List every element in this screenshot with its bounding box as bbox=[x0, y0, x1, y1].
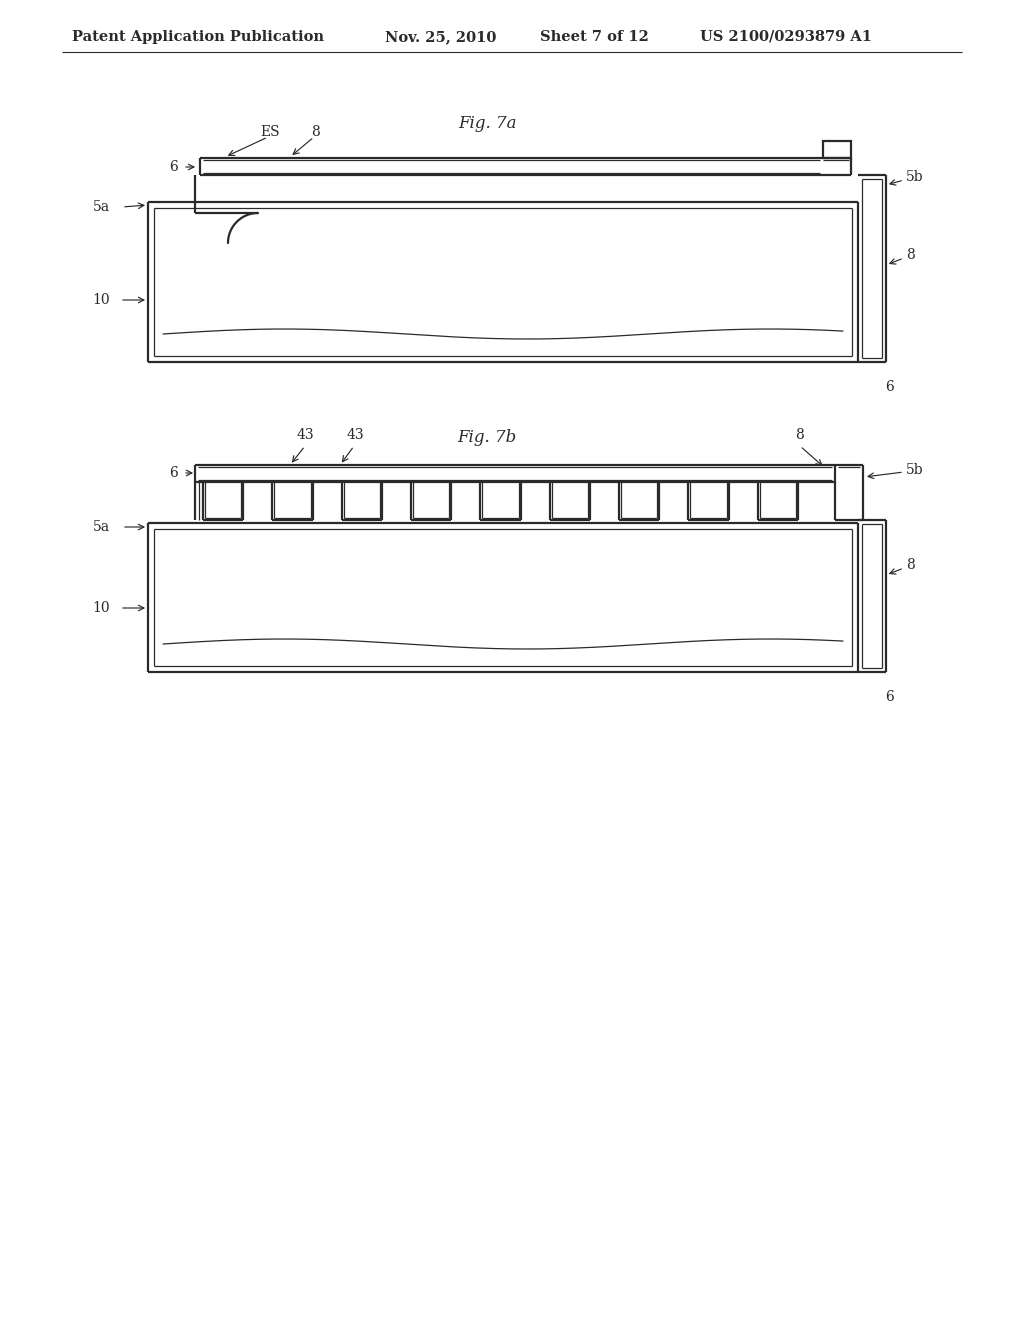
Text: 8: 8 bbox=[310, 125, 319, 139]
Bar bbox=[823, 141, 851, 158]
Text: 6: 6 bbox=[886, 380, 894, 393]
Text: 6: 6 bbox=[169, 466, 178, 480]
Text: ES: ES bbox=[260, 125, 280, 139]
Text: Patent Application Publication: Patent Application Publication bbox=[72, 30, 324, 44]
Text: 10: 10 bbox=[92, 601, 110, 615]
Text: Sheet 7 of 12: Sheet 7 of 12 bbox=[540, 30, 649, 44]
Text: 10: 10 bbox=[92, 293, 110, 308]
Text: 5a: 5a bbox=[93, 201, 110, 214]
Text: 43: 43 bbox=[346, 428, 364, 442]
Text: Fig. 7a: Fig. 7a bbox=[458, 115, 516, 132]
Text: 5b: 5b bbox=[906, 170, 924, 183]
Text: US 2100/0293879 A1: US 2100/0293879 A1 bbox=[700, 30, 872, 44]
Text: 8: 8 bbox=[906, 248, 914, 261]
Text: 6: 6 bbox=[886, 690, 894, 704]
Text: 5a: 5a bbox=[93, 520, 110, 535]
Text: 8: 8 bbox=[906, 558, 914, 572]
Text: 8: 8 bbox=[796, 428, 805, 442]
Text: Fig. 7b: Fig. 7b bbox=[458, 429, 517, 446]
Text: 5b: 5b bbox=[906, 463, 924, 477]
Text: 6: 6 bbox=[169, 160, 178, 174]
Text: Nov. 25, 2010: Nov. 25, 2010 bbox=[385, 30, 497, 44]
Text: 43: 43 bbox=[296, 428, 313, 442]
